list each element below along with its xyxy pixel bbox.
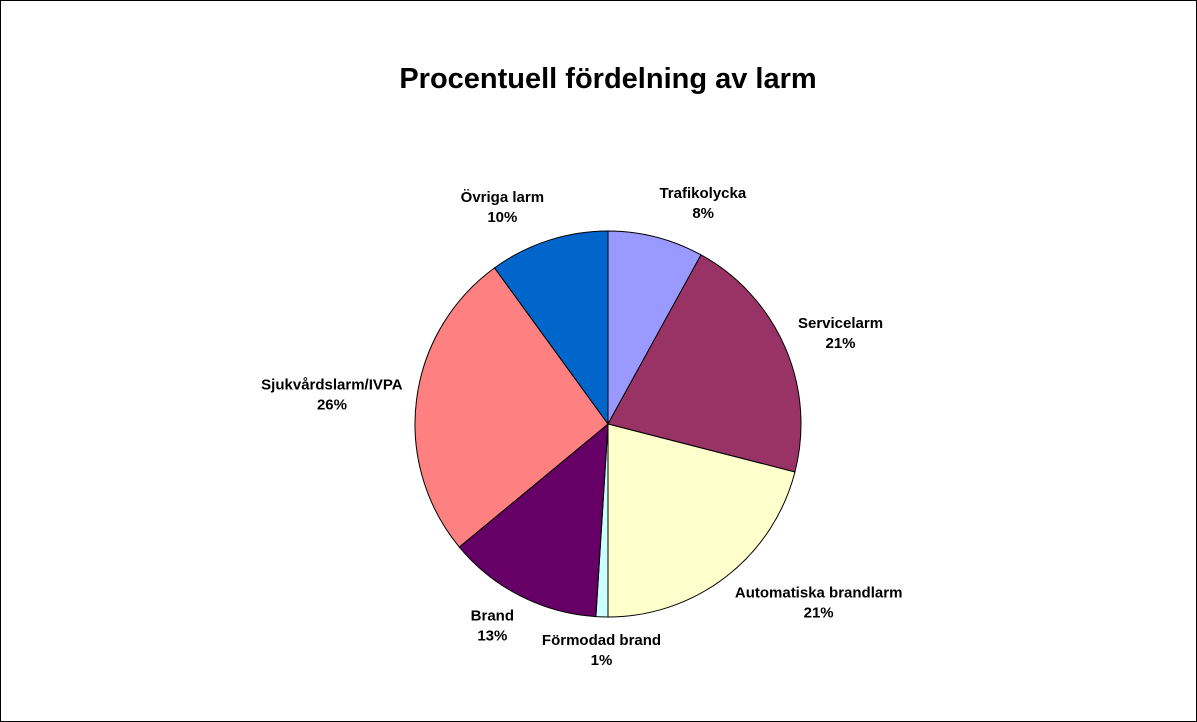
slice-label: Sjukvårdslarm/IVPA — [261, 377, 403, 394]
slice-value-label: 21% — [825, 335, 855, 352]
slice-value-label: 21% — [804, 604, 834, 621]
chart-title: Procentuell fördelning av larm — [399, 63, 816, 95]
slice-value-label: 10% — [487, 209, 517, 226]
pie-slice — [607, 423, 796, 618]
pie-slice — [458, 422, 609, 618]
slice-value-label: 1% — [591, 652, 613, 669]
slice-value-label: 26% — [317, 397, 347, 414]
slice-value-label: 13% — [477, 627, 507, 644]
slice-label: Automatiska brandlarm — [735, 584, 903, 601]
slice-label: Trafikolycka — [659, 185, 746, 202]
slice-label: Servicelarm — [798, 315, 883, 332]
slice-label: Övriga larm — [461, 189, 544, 206]
pie-slice — [607, 230, 702, 425]
pie-slice — [414, 267, 609, 548]
pie-slice — [493, 230, 609, 426]
slice-value-label: 8% — [692, 205, 714, 222]
slice-label: Förmodad brand — [542, 632, 661, 649]
pie-slice — [607, 254, 802, 473]
slice-label: Brand — [471, 607, 514, 624]
